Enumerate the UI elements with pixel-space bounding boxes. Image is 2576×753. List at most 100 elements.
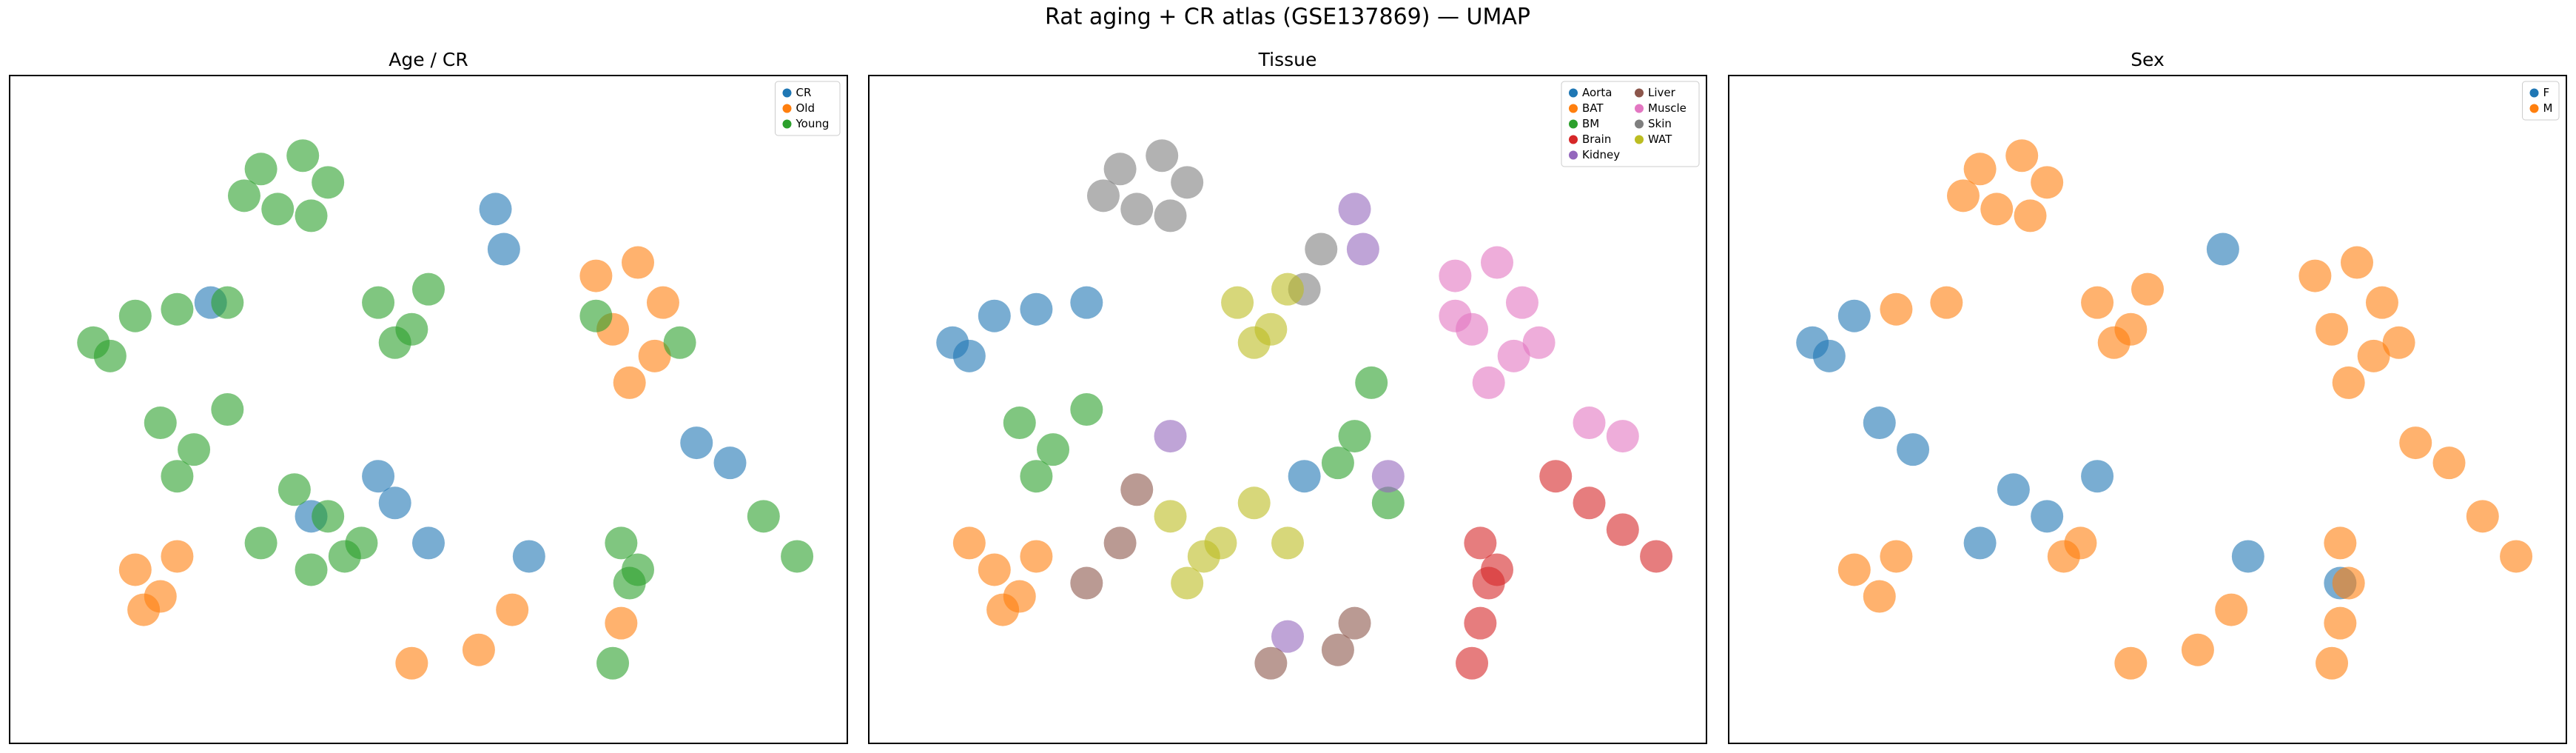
point: [579, 259, 613, 292]
point: [1355, 366, 1388, 399]
point: [1481, 553, 1513, 586]
point: [1321, 633, 1354, 666]
legend-label: Muscle: [1648, 101, 1686, 115]
point: [2332, 366, 2365, 399]
point: [1020, 540, 1053, 573]
point: [1863, 406, 1896, 440]
legend-label: Aorta: [1582, 86, 1612, 99]
legend-box: [775, 81, 841, 136]
point: [1464, 606, 1497, 640]
point: [1103, 526, 1137, 560]
points: [936, 139, 1673, 680]
point: [1481, 246, 1513, 279]
point: [312, 166, 345, 199]
point: [161, 460, 194, 493]
point: [1070, 393, 1103, 426]
legend-label: BM: [1582, 117, 1599, 130]
point: [1020, 460, 1053, 493]
point: [1456, 646, 1489, 680]
point: [462, 633, 495, 666]
point: [1573, 406, 1606, 440]
point: [1371, 486, 1405, 520]
point: [1221, 286, 1254, 319]
point: [1946, 179, 1980, 212]
point: [713, 446, 747, 480]
point: [118, 299, 152, 332]
figure-title: Rat aging + CR atlas (GSE137869) — UMAP: [1045, 4, 1530, 30]
point: [1997, 473, 2030, 506]
point: [1120, 473, 1154, 506]
point: [663, 326, 696, 359]
frame: [9, 75, 848, 744]
point: [1338, 420, 1371, 453]
point: [211, 286, 244, 319]
legend-marker: [1635, 88, 1644, 98]
point: [1154, 199, 1187, 232]
point: [1812, 339, 1846, 372]
point: [613, 366, 646, 399]
legend-label: Brain: [1582, 133, 1611, 146]
legend-box: [1561, 81, 1700, 167]
legend-label: WAT: [1648, 133, 1672, 146]
point: [579, 299, 613, 332]
point: [1880, 292, 1913, 326]
point: [1640, 540, 1673, 573]
legend-marker: [1569, 150, 1578, 160]
point: [395, 646, 428, 680]
point: [1237, 486, 1271, 520]
point: [1321, 446, 1354, 480]
legend-marker: [782, 119, 792, 129]
points: [1796, 139, 2533, 680]
point: [286, 139, 320, 173]
point: [2005, 139, 2039, 173]
point: [622, 553, 654, 586]
point: [2324, 606, 2357, 640]
point: [2316, 646, 2349, 680]
point: [2131, 272, 2164, 306]
point: [1237, 326, 1271, 359]
point: [295, 199, 328, 232]
point: [2399, 426, 2432, 460]
point: [412, 526, 445, 560]
legend-marker: [2529, 88, 2539, 98]
legend-box: [2522, 81, 2560, 121]
point: [1963, 153, 1997, 186]
point: [1271, 526, 1304, 560]
point: [244, 526, 278, 560]
point: [479, 193, 512, 226]
point: [328, 540, 361, 573]
point: [1187, 540, 1220, 573]
point: [2206, 232, 2239, 266]
point: [1154, 500, 1187, 533]
legend-label: BAT: [1582, 101, 1604, 115]
legend-label: F: [2543, 86, 2550, 99]
point: [1020, 292, 1053, 326]
point: [2014, 199, 2047, 232]
point: [1070, 566, 1103, 600]
frame: [1728, 75, 2567, 744]
point: [596, 646, 630, 680]
point: [1346, 232, 1379, 266]
point: [2298, 259, 2332, 292]
point: [512, 540, 545, 573]
point: [781, 540, 814, 573]
point: [378, 326, 411, 359]
point: [127, 593, 161, 626]
point: [1271, 620, 1304, 653]
point: [2031, 166, 2064, 199]
point: [1103, 153, 1137, 186]
point: [605, 606, 638, 640]
point: [161, 540, 194, 573]
point: [378, 486, 411, 520]
point: [2332, 566, 2365, 600]
panel-title: Age / CR: [389, 49, 468, 70]
point: [278, 473, 311, 506]
point: [1371, 460, 1405, 493]
point: [1539, 460, 1573, 493]
legend-label: CR: [796, 86, 812, 99]
point: [1086, 179, 1120, 212]
point: [1120, 193, 1154, 226]
point: [1003, 406, 1036, 440]
point: [622, 246, 654, 279]
point: [261, 193, 295, 226]
